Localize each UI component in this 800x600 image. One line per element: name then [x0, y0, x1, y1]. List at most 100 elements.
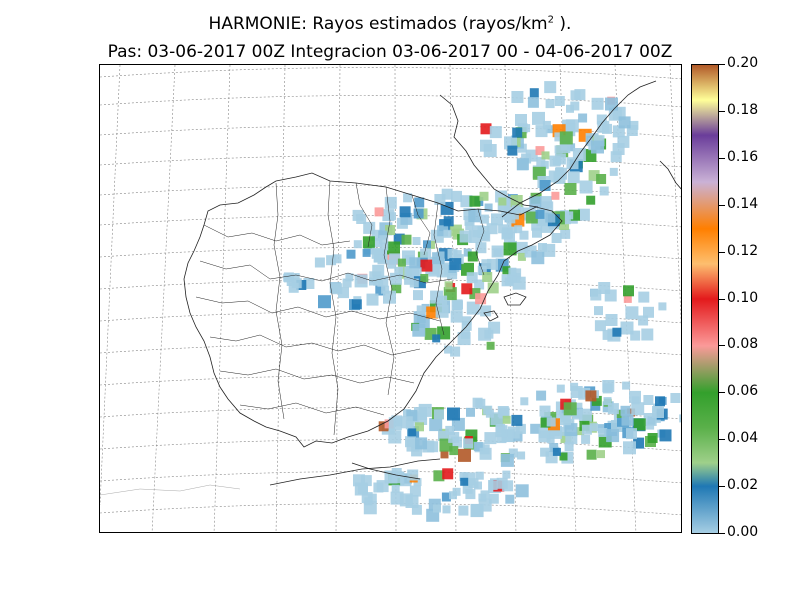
density-cell	[400, 416, 413, 429]
density-cell	[467, 251, 478, 262]
density-cell	[443, 229, 452, 238]
density-cell	[567, 171, 580, 184]
density-cell	[546, 435, 555, 444]
density-cell	[586, 195, 596, 205]
density-cell	[502, 480, 514, 492]
density-cell	[481, 259, 492, 270]
density-cell	[373, 249, 387, 263]
density-cell	[484, 329, 494, 339]
density-cell	[385, 225, 396, 235]
density-cell	[570, 382, 579, 391]
colorbar-tick	[719, 204, 725, 206]
density-cell	[442, 468, 454, 480]
density-cell	[560, 228, 571, 239]
density-cell	[420, 259, 433, 272]
density-cell	[488, 493, 499, 504]
density-cell	[351, 299, 362, 310]
density-cell	[475, 242, 487, 254]
density-cell	[556, 384, 565, 393]
density-cell	[288, 282, 299, 293]
density-cell	[434, 194, 446, 205]
density-cell	[540, 417, 551, 428]
density-cell	[375, 285, 386, 296]
title-line-2: Pas: 03-06-2017 00Z Integracion 03-06-20…	[107, 42, 673, 62]
colorbar-tick-label: 0.08	[727, 336, 759, 353]
density-cell	[345, 273, 354, 282]
density-cell	[495, 425, 508, 438]
density-cell	[559, 131, 573, 145]
density-cell	[551, 191, 560, 200]
density-cell	[475, 293, 487, 305]
density-cell	[411, 504, 422, 515]
density-cell	[596, 174, 607, 184]
density-cell	[659, 429, 672, 442]
density-cell	[516, 158, 529, 171]
colorbar-tick	[719, 110, 725, 112]
density-cell	[383, 290, 396, 304]
density-cell	[605, 314, 618, 326]
density-cell	[463, 248, 472, 257]
density-cell	[451, 190, 462, 202]
density-cell	[314, 257, 325, 268]
colorbar-tick	[719, 486, 725, 488]
density-cell	[597, 450, 605, 459]
density-cell	[655, 396, 665, 407]
density-cell	[371, 229, 383, 241]
density-cell	[618, 116, 631, 129]
density-cell	[629, 390, 641, 403]
density-cell	[444, 281, 453, 290]
density-cell	[559, 452, 568, 461]
density-cell	[443, 216, 454, 227]
density-cell	[454, 300, 463, 310]
density-cell	[463, 438, 474, 449]
density-cell	[602, 329, 613, 340]
density-cell	[515, 423, 526, 434]
density-cell	[412, 237, 421, 245]
density-cell	[565, 211, 574, 220]
density-cell	[498, 407, 510, 419]
density-cell	[498, 224, 508, 234]
density-cell	[527, 96, 539, 108]
density-cell	[487, 258, 498, 270]
density-cell	[551, 233, 562, 243]
density-cell	[602, 380, 615, 392]
colorbar-tick	[719, 439, 725, 441]
density-cell	[625, 306, 639, 320]
density-cell	[539, 180, 551, 191]
density-cell	[408, 428, 417, 437]
density-cell	[488, 480, 498, 490]
density-cell	[607, 403, 619, 415]
density-cell	[511, 91, 524, 103]
colorbar-tick	[719, 533, 725, 534]
density-cell	[380, 242, 389, 251]
density-cell	[378, 230, 388, 240]
density-cell	[432, 334, 441, 343]
density-cell	[394, 266, 404, 276]
density-cell	[353, 240, 362, 249]
density-cell	[630, 330, 641, 341]
density-cell	[486, 341, 495, 350]
density-cell	[283, 273, 292, 282]
density-cell	[420, 248, 432, 260]
density-cell	[609, 167, 618, 176]
density-cell	[413, 208, 424, 219]
density-cell	[531, 251, 545, 265]
density-cell	[465, 222, 474, 231]
colorbar-tick	[719, 392, 725, 394]
colorbar-tick-label: 0.12	[727, 242, 759, 259]
density-cell	[586, 449, 597, 460]
density-cell	[574, 89, 586, 101]
density-cell	[433, 504, 441, 513]
density-cell	[491, 213, 503, 226]
density-cell	[540, 196, 552, 209]
colorbar-tick-label: 0.18	[727, 101, 759, 118]
density-cell	[388, 430, 402, 444]
density-cell	[507, 272, 517, 282]
density-cell	[617, 135, 630, 148]
density-cell	[475, 398, 486, 409]
density-cell	[597, 120, 610, 133]
density-cell	[591, 395, 602, 406]
density-cell	[598, 282, 611, 294]
colorbar-tick-label: 0.20	[727, 55, 759, 71]
density-cell	[515, 114, 527, 126]
